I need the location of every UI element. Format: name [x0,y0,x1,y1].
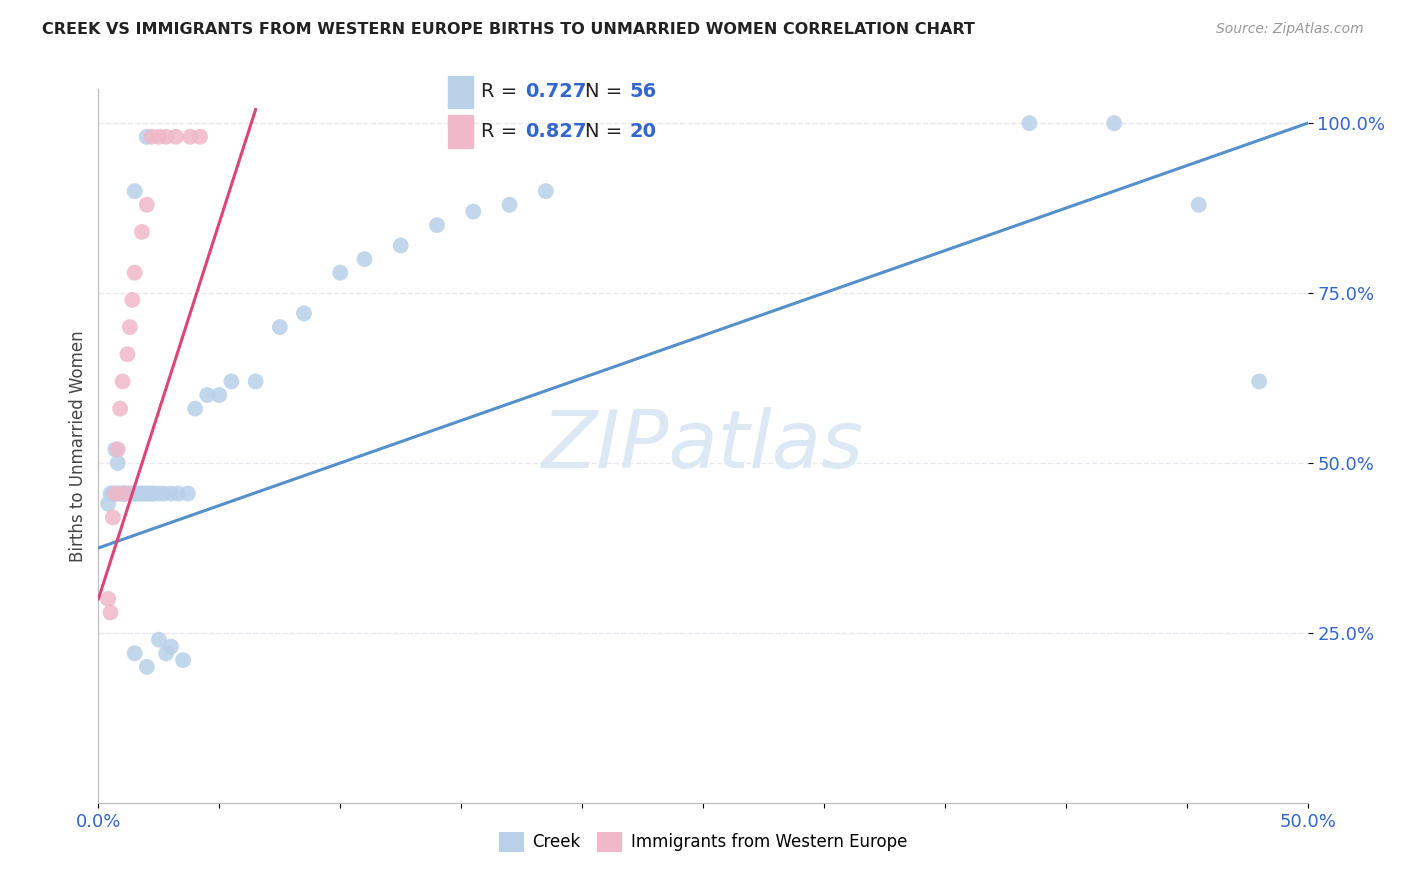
Point [108,486,131,500]
Point [111,375,134,389]
Point [148,486,170,500]
Text: N =: N = [585,82,628,101]
Text: 20: 20 [630,122,657,141]
Point [141,129,163,144]
Point [165,129,187,144]
Point [107,486,129,500]
Point [135,198,157,212]
Bar [449,76,472,108]
Point [141,486,163,500]
Point [107,442,129,457]
Point [221,375,243,389]
Text: R =: R = [481,122,524,141]
Point [135,486,157,500]
Point [155,129,177,144]
Text: 0.727: 0.727 [526,82,586,101]
Point [463,204,485,219]
Text: R =: R = [481,82,524,101]
Point [245,375,267,389]
Bar [449,115,472,147]
Text: CREEK VS IMMIGRANTS FROM WESTERN EUROPE BIRTHS TO UNMARRIED WOMEN CORRELATION CH: CREEK VS IMMIGRANTS FROM WESTERN EUROPE … [42,22,974,37]
Point [117,486,139,500]
Point [152,486,174,500]
Point [100,606,122,620]
Point [104,486,127,500]
Point [135,129,157,144]
Point [111,486,134,500]
Point [104,486,127,500]
Point [114,486,136,500]
Point [148,129,170,144]
Point [97,591,120,606]
Point [131,225,153,239]
Point [177,486,200,500]
Text: 56: 56 [630,82,657,101]
Point [167,486,190,500]
Point [195,388,218,402]
Point [160,486,183,500]
Point [292,306,315,320]
Point [498,198,520,212]
Point [389,238,412,252]
Point [124,266,146,280]
Point [208,388,231,402]
Point [124,486,146,500]
Point [104,442,127,457]
Text: ZIPatlas: ZIPatlas [541,407,865,485]
Point [184,401,207,416]
Point [118,320,141,334]
Point [100,486,122,500]
Point [101,510,124,524]
Point [128,486,150,500]
Point [127,486,149,500]
Point [134,486,156,500]
Point [117,347,139,361]
Point [1018,116,1040,130]
Point [1249,375,1271,389]
Point [135,660,157,674]
Point [353,252,375,266]
Point [114,486,136,500]
Point [108,401,131,416]
Point [121,486,143,500]
Point [121,293,143,307]
Point [172,653,194,667]
Point [1188,198,1211,212]
Text: N =: N = [585,122,628,141]
Point [426,218,449,232]
Point [101,486,124,500]
Point [124,184,146,198]
Point [534,184,557,198]
Point [118,486,141,500]
Text: Source: ZipAtlas.com: Source: ZipAtlas.com [1216,22,1364,37]
Point [124,646,146,660]
Text: 0.827: 0.827 [526,122,586,141]
Y-axis label: Births to Unmarried Women: Births to Unmarried Women [69,330,87,562]
Point [118,486,141,500]
Point [1102,116,1125,130]
Point [269,320,291,334]
Point [188,129,211,144]
Point [155,646,177,660]
Point [111,486,134,500]
Point [143,486,166,500]
Point [329,266,352,280]
Point [179,129,201,144]
Point [148,632,170,647]
Point [138,486,160,500]
Legend: Creek, Immigrants from Western Europe: Creek, Immigrants from Western Europe [492,825,914,859]
Point [97,497,120,511]
Point [131,486,153,500]
Point [160,640,183,654]
Point [107,456,129,470]
Point [124,486,146,500]
